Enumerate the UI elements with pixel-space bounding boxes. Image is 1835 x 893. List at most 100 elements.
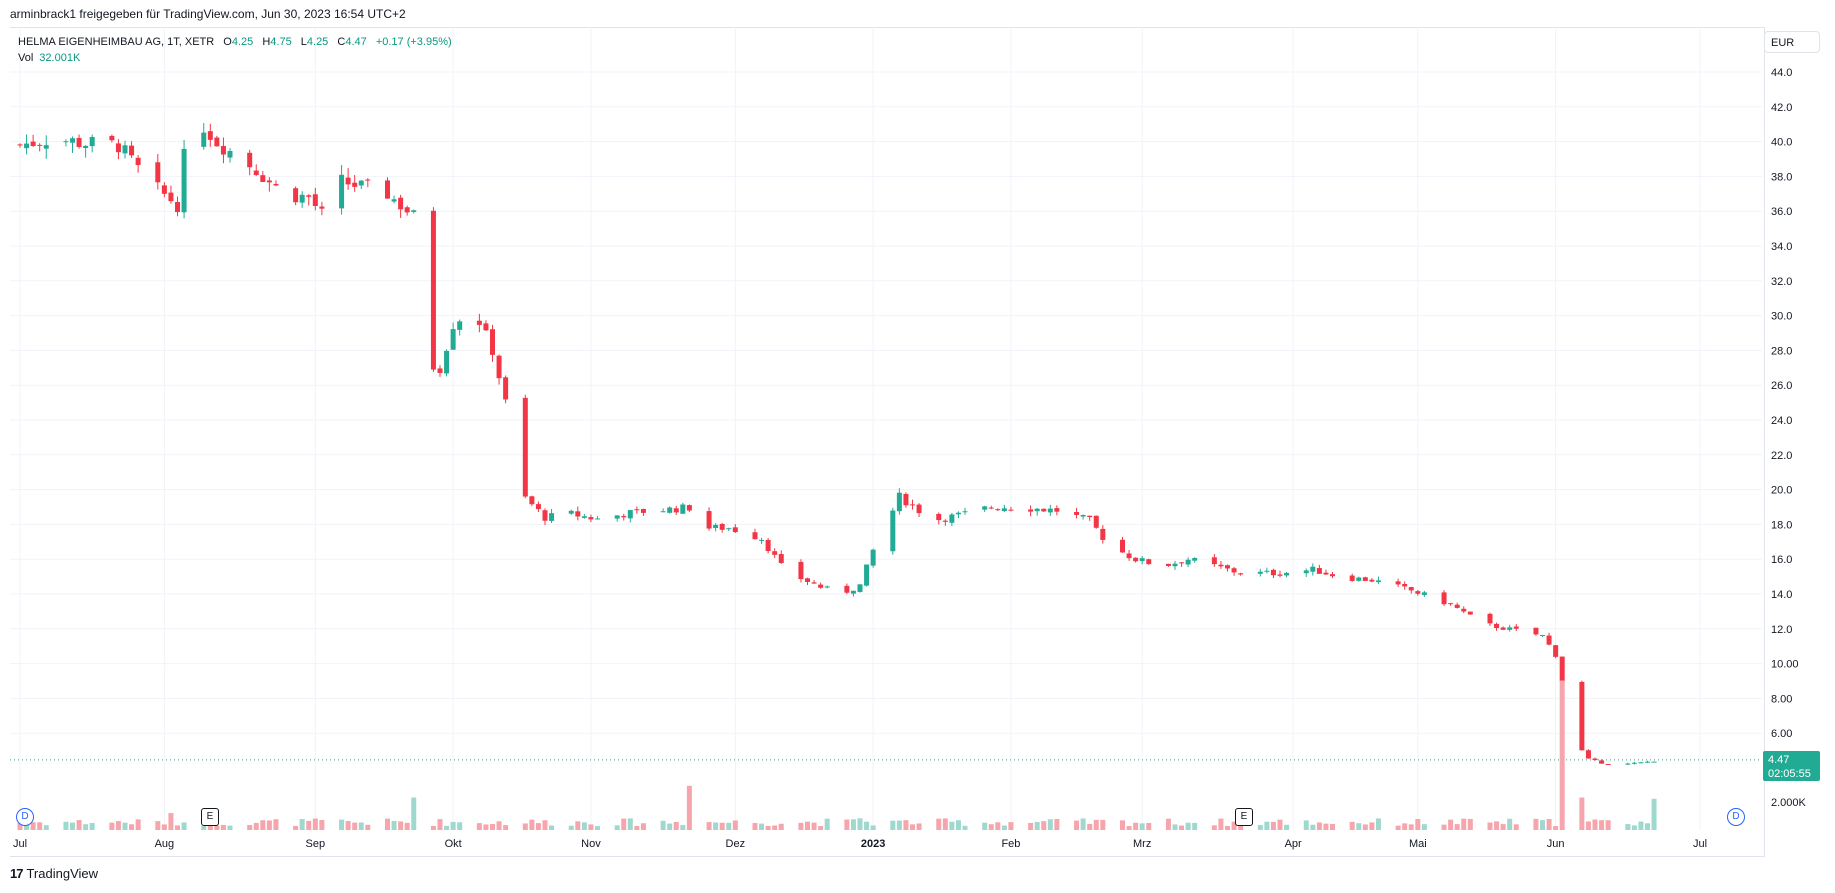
volume-bar (312, 818, 318, 830)
volume-bar (1001, 825, 1007, 830)
volume-bar (811, 822, 817, 830)
volume-bar (1421, 824, 1427, 830)
change-value: +0.17 (+3.95%) (375, 36, 452, 48)
candle-body (903, 493, 909, 506)
volume-bar (404, 822, 410, 830)
candle-body (1559, 656, 1565, 682)
volume-bar (1192, 822, 1198, 830)
y-tick-label: 8.00 (1771, 693, 1792, 705)
volume-bar (765, 825, 771, 830)
volume-bar (680, 824, 686, 830)
candle-body (1651, 761, 1657, 763)
x-tick-label: Aug (155, 838, 175, 850)
volume-bar (1625, 824, 1631, 830)
volume-bar (1126, 826, 1132, 830)
candle-body (181, 148, 187, 213)
candle-body (1001, 508, 1007, 512)
candle-body (30, 141, 36, 147)
earnings-marker-aug[interactable]: E (201, 808, 219, 826)
candle-body (640, 509, 646, 513)
candle-body (293, 188, 299, 203)
volume-bar (903, 820, 909, 830)
candle-body (765, 539, 771, 552)
close-value: 4.47 (345, 36, 367, 48)
candle-body (1330, 574, 1335, 577)
volume-bar (1133, 822, 1139, 830)
x-tick-label: Mai (1409, 838, 1427, 850)
volume-bar (1395, 825, 1401, 830)
y-tick-label: 34.0 (1771, 241, 1792, 253)
candle-body (1218, 564, 1224, 567)
volume-bar (161, 824, 167, 830)
candle-body (1605, 764, 1611, 766)
volume-bar (1651, 798, 1657, 830)
volume-bar (575, 821, 581, 830)
volume-bar (1080, 818, 1086, 830)
volume-bar (818, 826, 824, 830)
chart-frame (10, 27, 1765, 857)
tradingview-logo[interactable]: 17 TradingView (10, 866, 98, 881)
volume-bar (1356, 823, 1362, 830)
candle-body (312, 194, 318, 206)
symbol-label[interactable]: HELMA EIGENHEIMBAU AG, 1T, XETR (18, 36, 215, 48)
candle-body (175, 202, 180, 213)
volume-bar (129, 824, 135, 830)
dividend-marker-left[interactable]: D (16, 808, 34, 826)
y-tick-label: 20.0 (1771, 485, 1792, 497)
candle-body (713, 524, 719, 529)
volume-legend: Vol 32.001K (18, 52, 80, 64)
bar-countdown: 02:05:55 (1768, 768, 1811, 780)
volume-bar (910, 824, 915, 830)
candle-body (1185, 559, 1191, 565)
candle-body (1585, 750, 1591, 759)
volume-bar (1546, 819, 1552, 830)
candle-body (365, 179, 371, 181)
earnings-marker-mar[interactable]: E (1235, 808, 1253, 826)
volume-bar (1028, 822, 1034, 830)
volume-bar (214, 825, 220, 830)
candle-body (437, 368, 443, 373)
candle-body (759, 539, 765, 541)
volume-bar (1631, 825, 1637, 830)
candle-body (568, 510, 574, 514)
x-tick-label: Sep (306, 838, 326, 850)
candle-body (1408, 587, 1414, 591)
volume-bar (732, 820, 738, 830)
volume-bar (1165, 818, 1171, 830)
volume-bar (70, 822, 75, 830)
candle-body (857, 584, 863, 592)
volume-bar (621, 818, 627, 830)
candle-body (1487, 613, 1493, 624)
candle-body (870, 549, 876, 566)
volume-bar (752, 822, 758, 830)
candle-body (1448, 603, 1454, 605)
volume-bar (549, 825, 555, 830)
x-tick-label: Jul (1693, 838, 1707, 850)
candle-body (752, 532, 758, 540)
candle-body (542, 510, 548, 521)
volume-bar (1303, 820, 1309, 830)
currency-selector[interactable]: EUR (1764, 31, 1820, 53)
volume-bar (581, 822, 587, 830)
volume-bar (1533, 818, 1539, 830)
high-value: 4.75 (270, 36, 292, 48)
volume-bar (1100, 819, 1106, 830)
y-tick-label: 22.0 (1771, 450, 1792, 462)
volume-bar (726, 822, 732, 830)
candle-body (706, 511, 712, 529)
volume-bar (778, 823, 784, 830)
dividend-marker-right[interactable]: D (1727, 808, 1745, 826)
volume-bar (1041, 821, 1047, 830)
candle-body (476, 320, 482, 325)
volume-bar (1487, 822, 1493, 830)
candle-body (109, 135, 115, 141)
volume-bar (634, 825, 640, 830)
volume-bar (266, 820, 272, 830)
volume-bar (476, 823, 482, 830)
candle-body (1284, 572, 1290, 576)
candle-body (1080, 515, 1086, 517)
candle-body (673, 508, 679, 513)
candle-body (247, 152, 253, 168)
candle-body (1553, 645, 1559, 657)
